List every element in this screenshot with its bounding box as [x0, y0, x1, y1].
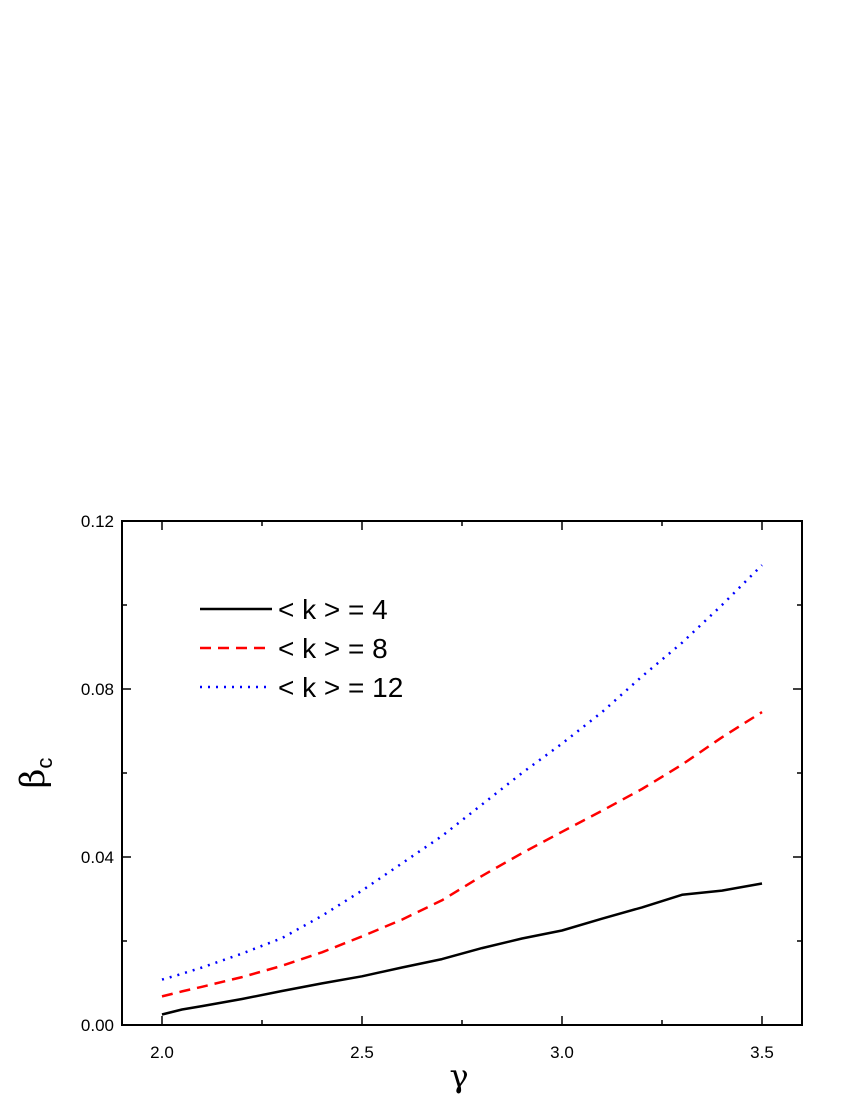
series-line-1 — [161, 882, 763, 1016]
x-tick-label: 2.0 — [150, 1043, 174, 1062]
axis-ticks: 2.0 2.5 3.0 3.5 0.00 0.04 0.08 0.12 — [81, 512, 802, 1062]
plot-frame — [121, 520, 803, 1026]
y-axis-title-text: βc — [13, 758, 57, 789]
y-tick-label: 0.00 — [81, 1016, 114, 1035]
legend-label-2: < k > = 8 — [278, 633, 388, 664]
series-lines — [161, 564, 763, 1016]
legend-label-1: < k > = 4 — [278, 594, 388, 625]
y-axis-title-main: β — [13, 769, 53, 789]
y-tick-label: 0.04 — [81, 848, 114, 867]
series-line-2 — [161, 711, 763, 998]
x-tick-label: 2.5 — [350, 1043, 374, 1062]
y-axis-title: βc — [13, 758, 57, 789]
y-tick-label: 0.12 — [81, 512, 114, 531]
legend: < k > = 4 < k > = 8 < k > = 12 — [200, 594, 403, 703]
legend-label-3: < k > = 12 — [278, 672, 403, 703]
y-axis-title-subscript: c — [32, 758, 57, 769]
x-axis-title: γ — [449, 1057, 468, 1095]
series-line-3 — [161, 564, 763, 981]
x-tick-label: 3.5 — [750, 1043, 774, 1062]
y-tick-label: 0.08 — [81, 680, 114, 699]
x-tick-label: 3.0 — [550, 1043, 574, 1062]
